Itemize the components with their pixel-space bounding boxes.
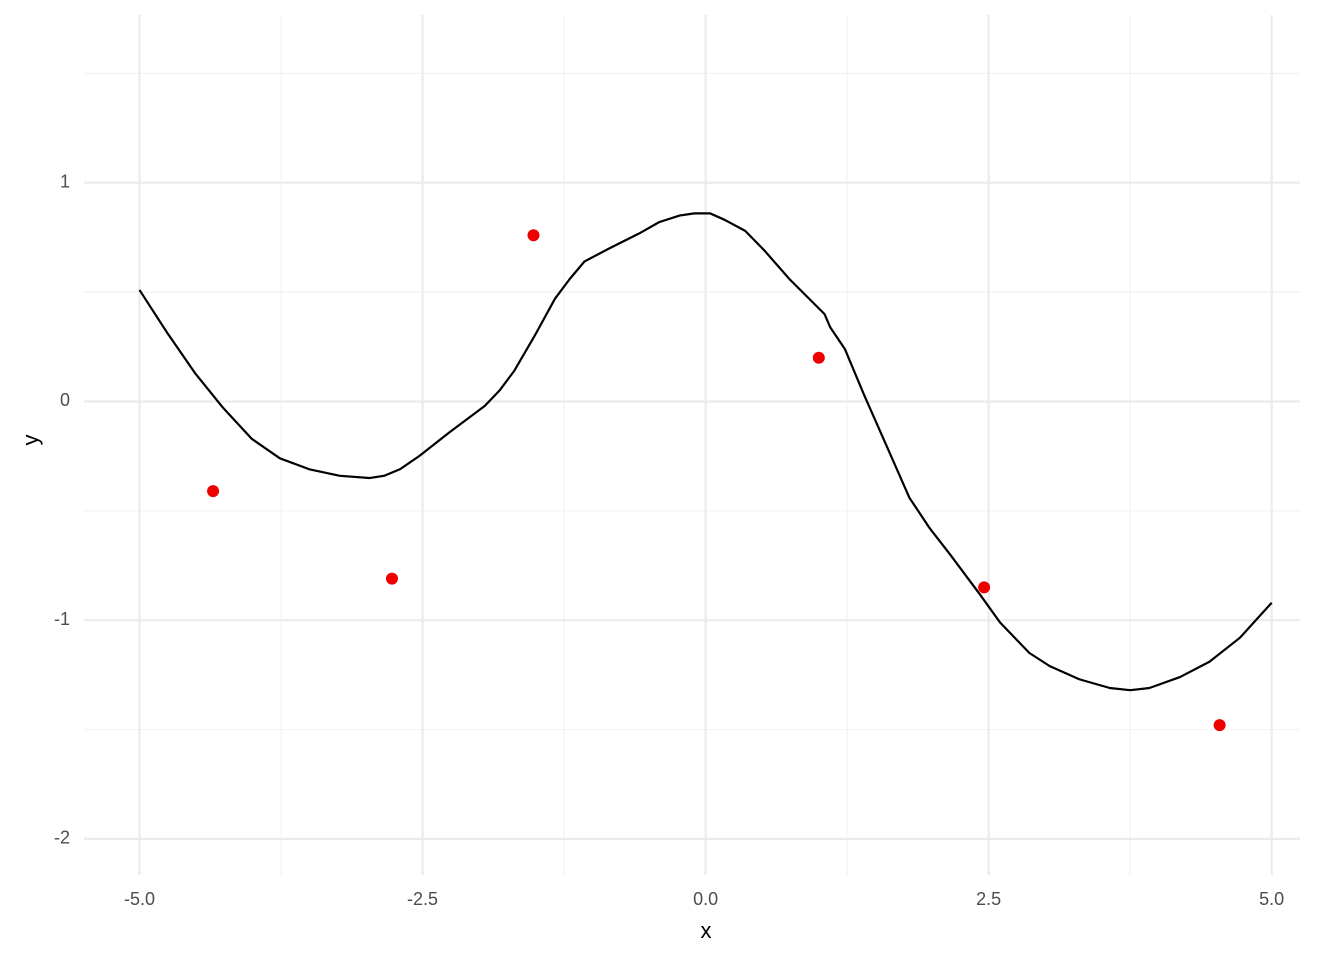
x-tick-label: 2.5 [976,889,1001,909]
x-tick-label: 0.0 [693,889,718,909]
point [812,351,825,364]
y-tick-label: 0 [60,390,70,410]
plot-area [138,212,1273,732]
x-axis-title: x [701,918,712,943]
point [385,572,398,585]
y-tick-label: -2 [54,828,70,848]
grid [84,15,1300,875]
x-tick-label: 5.0 [1259,889,1284,909]
point [1213,719,1226,732]
y-axis-title: y [18,435,43,446]
point [207,485,220,498]
x-tick-label: -2.5 [407,889,438,909]
line [138,212,1273,692]
x-tick-label: -5.0 [124,889,155,909]
point [527,229,540,242]
y-tick-label: -1 [54,609,70,629]
y-tick-label: 1 [60,172,70,192]
point [978,581,991,594]
